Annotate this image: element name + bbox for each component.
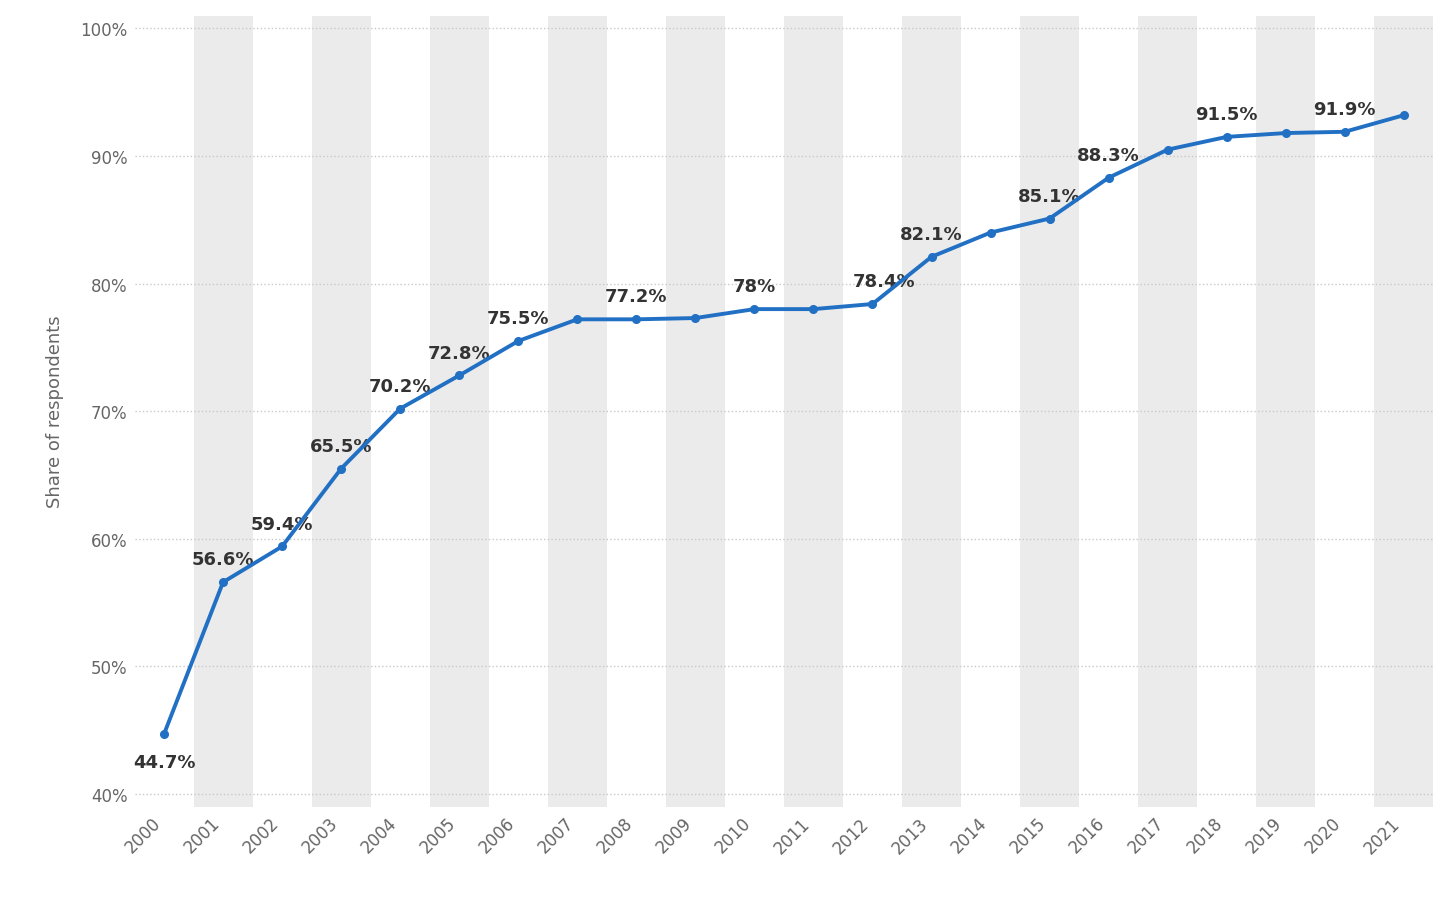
Bar <box>312 17 371 807</box>
Text: 82.1%: 82.1% <box>900 226 963 244</box>
Text: 91.9%: 91.9% <box>1314 101 1376 119</box>
Bar <box>1021 17 1079 807</box>
Text: 91.5%: 91.5% <box>1195 106 1259 124</box>
Bar <box>429 17 489 807</box>
Text: 72.8%: 72.8% <box>428 345 490 362</box>
Text: 78.4%: 78.4% <box>853 273 915 290</box>
Y-axis label: Share of respondents: Share of respondents <box>45 315 64 508</box>
Text: 75.5%: 75.5% <box>487 310 550 328</box>
Bar <box>193 17 252 807</box>
Text: 65.5%: 65.5% <box>310 437 373 455</box>
Text: 77.2%: 77.2% <box>605 289 667 306</box>
Text: 78%: 78% <box>732 278 776 296</box>
Text: 88.3%: 88.3% <box>1077 147 1140 165</box>
Text: 44.7%: 44.7% <box>133 754 196 772</box>
Bar <box>548 17 606 807</box>
Text: 70.2%: 70.2% <box>368 378 432 395</box>
Text: 56.6%: 56.6% <box>191 550 254 569</box>
Bar <box>1138 17 1198 807</box>
Text: 59.4%: 59.4% <box>251 515 313 533</box>
Bar <box>784 17 842 807</box>
Bar <box>1375 17 1434 807</box>
Bar <box>666 17 725 807</box>
Bar <box>1256 17 1315 807</box>
Text: 85.1%: 85.1% <box>1018 187 1080 206</box>
Bar <box>902 17 961 807</box>
